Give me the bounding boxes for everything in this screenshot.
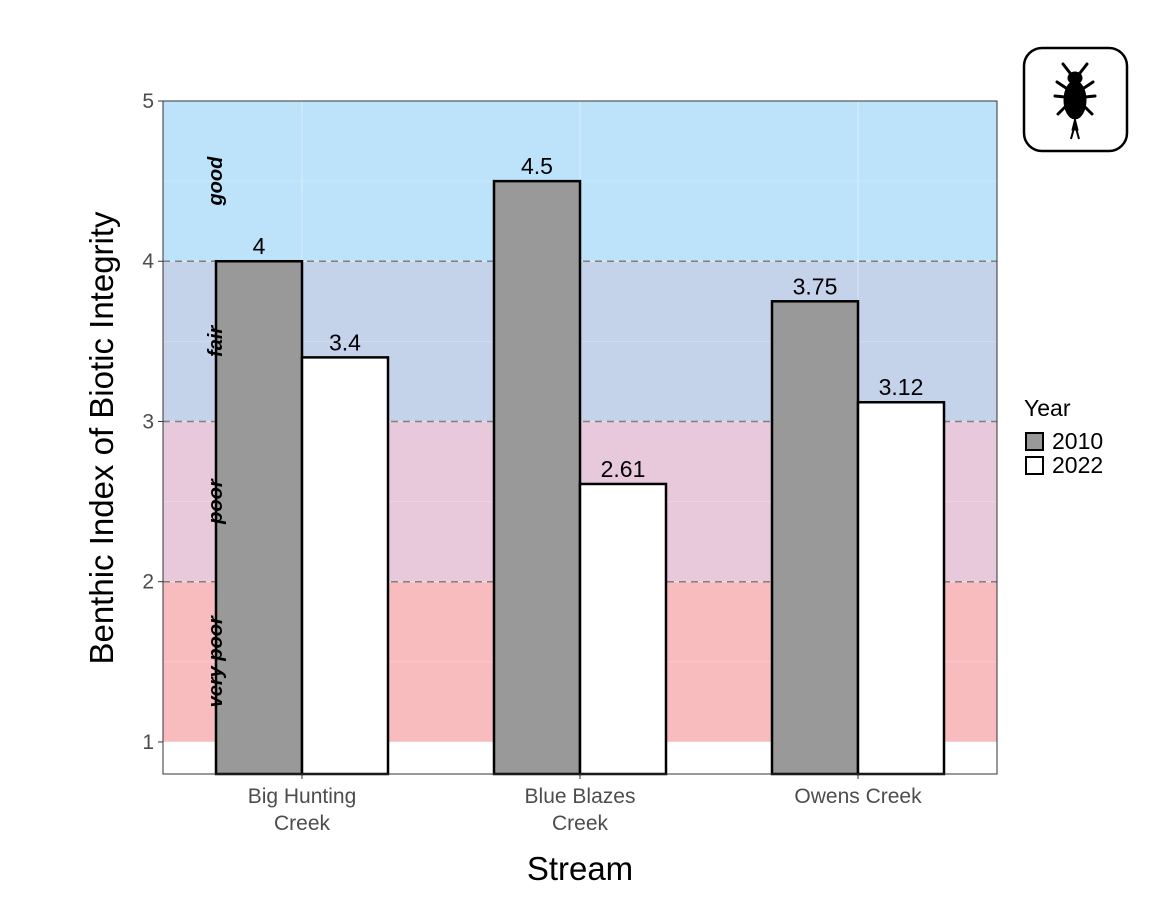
y-tick-label: 4 [142,250,154,273]
band-labels: very poor poor fair good [205,156,227,708]
y-axis: 1 2 3 4 5 [142,90,163,754]
data-label-2022-0: 3.4 [329,329,361,355]
legend-swatch-2010 [1025,432,1044,451]
legend-entry-2022: 2022 [1052,452,1103,478]
data-label-2022-2: 3.12 [879,374,924,400]
bar-2022-1 [578,482,668,776]
insect-icon [1022,46,1129,153]
band-label-very-poor: very poor [205,615,227,707]
x-tick-label: Big Hunting [248,785,357,808]
x-tick-label: Blue Blazes [525,785,636,808]
band-label-poor: poor [205,478,227,525]
y-tick-label: 5 [142,90,154,113]
x-tick-label: Creek [552,812,609,835]
data-label-2010-2: 3.75 [793,273,838,299]
bar-2010-1 [492,179,582,776]
bar-2022-0 [300,356,390,776]
x-axis-title: Stream [527,850,633,887]
data-label-2010-0: 4 [253,233,266,259]
band-label-good: good [205,156,227,207]
bar-2010-2 [770,300,860,776]
data-label-2022-1: 2.61 [601,456,646,482]
y-tick-label: 1 [142,731,154,754]
x-axis: Big Hunting Creek Blue Blazes Creek Owens Cr… [248,774,922,835]
legend-entry-2010: 2010 [1052,428,1103,454]
bar-2022-2 [856,400,946,776]
bar-2010-0 [214,259,304,776]
legend-swatch-2022 [1025,456,1044,475]
y-tick-label: 2 [142,571,154,594]
x-tick-label: Owens Creek [794,785,922,808]
legend-title: Year [1024,395,1071,421]
band-label-fair: fair [205,325,227,357]
y-axis-title: Benthic Index of Biotic Integrity [83,211,120,665]
data-label-2010-1: 4.5 [521,153,553,179]
y-tick-label: 3 [142,410,154,433]
data-labels: 4 3.4 4.5 2.61 3.75 3.12 [253,153,924,482]
x-tick-label: Creek [274,812,331,835]
